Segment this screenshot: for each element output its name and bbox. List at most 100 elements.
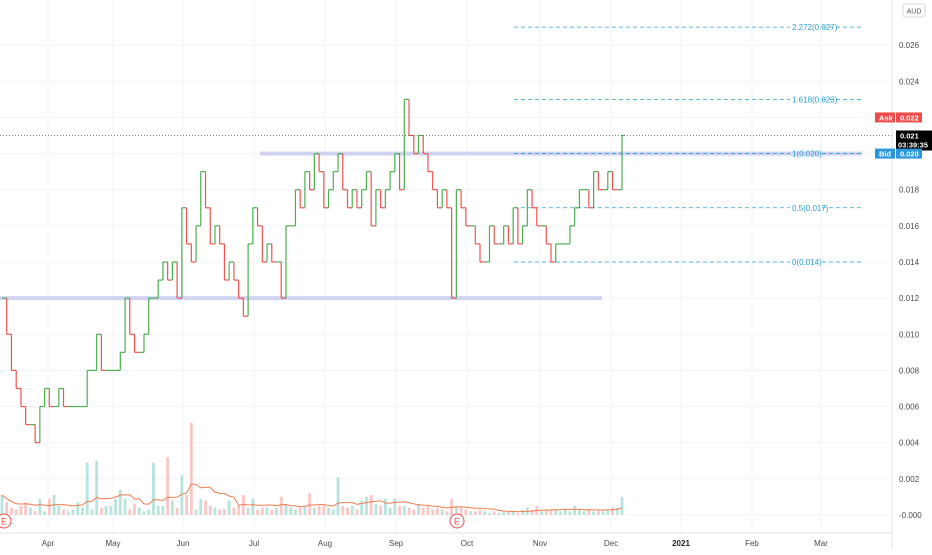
volume-bar	[454, 505, 458, 515]
earnings-marker-circle	[449, 513, 465, 529]
volume-bar	[350, 505, 354, 515]
fib-level-label: 0(0.014)	[792, 258, 822, 267]
volume-bar	[360, 500, 364, 515]
volume-bar	[166, 457, 170, 515]
bid-tag: Bid 0.020	[875, 148, 922, 159]
volume-bar	[38, 498, 42, 515]
volume-bar	[175, 507, 179, 515]
volume-bar	[14, 509, 18, 515]
price-tick-label: 0.014	[899, 258, 920, 267]
volume-bar	[99, 507, 103, 515]
horizontal-zone-line[interactable]	[0, 296, 602, 301]
volume-bar	[312, 507, 316, 515]
volume-bar	[260, 507, 264, 515]
time-axis-label: May	[105, 539, 120, 548]
currency-box[interactable]: AUD	[902, 3, 926, 18]
volume-bar	[445, 511, 449, 515]
volume-bar	[488, 513, 491, 515]
volume-bar	[199, 498, 203, 515]
time-axis-label: Feb	[745, 539, 759, 548]
volume-bar	[606, 509, 610, 515]
volume-bar	[104, 505, 108, 515]
volume-bar	[549, 509, 553, 515]
volume-bar	[577, 509, 581, 515]
volume-bar	[365, 496, 368, 515]
volume-bar	[483, 511, 487, 515]
volume-bar	[478, 509, 482, 515]
volume-bar	[71, 509, 75, 515]
volume-bar	[431, 509, 435, 515]
volume-bar	[147, 509, 151, 515]
last-price-tag: 0.021 03:39:35	[896, 130, 932, 151]
volume-bar	[76, 502, 80, 515]
volume-bar	[383, 498, 387, 515]
earnings-marker[interactable]: E	[449, 513, 465, 529]
volume-bar	[544, 509, 548, 515]
volume-bar	[62, 509, 65, 515]
ask-tag-label: Ask	[879, 113, 894, 122]
volume-bar	[341, 505, 345, 515]
volume-bar	[118, 489, 122, 515]
volume-bar	[402, 505, 406, 515]
volume-bar	[417, 504, 420, 515]
volume-bar	[573, 505, 577, 515]
volume-bar	[43, 511, 47, 515]
fib-level-label: 0.5(0.017)	[792, 204, 829, 213]
currency-label: AUD	[907, 9, 922, 16]
earnings-marker[interactable]: E	[0, 513, 12, 529]
price-axis[interactable]	[891, 0, 932, 550]
volume-bar	[246, 507, 250, 515]
ask-tag: Ask 0.022	[875, 112, 922, 123]
volume-bar	[109, 505, 113, 515]
ask-tag-value: 0.022	[900, 113, 919, 122]
volume-bar	[232, 507, 236, 515]
volume-bar	[57, 505, 61, 515]
volume-bar	[559, 511, 562, 515]
horizontal-zone-line[interactable]	[260, 151, 862, 156]
grid-lines	[0, 0, 892, 533]
volume-bar	[388, 507, 392, 515]
volume-bar	[421, 507, 425, 515]
support-lines[interactable]	[0, 151, 862, 301]
volume-bar	[308, 493, 312, 515]
time-axis-label: Aug	[318, 539, 332, 548]
volume-bar	[284, 504, 288, 515]
volume-bar	[227, 500, 231, 515]
fibonacci-extension[interactable]: 2.272(0.027) 1.618(0.023) 1(0.020) 0.5(0.01…	[514, 23, 862, 267]
time-axis-label: Apr	[42, 539, 55, 548]
volume-bar	[28, 507, 32, 515]
bid-tag-value: 0.020	[900, 150, 919, 159]
time-axis-label: Mar	[814, 539, 828, 548]
volume-bar	[379, 505, 383, 515]
volume-bar	[369, 495, 373, 515]
volume-bar	[516, 513, 520, 515]
volume-bar	[128, 509, 132, 515]
volume-bar	[156, 505, 160, 515]
time-axis-label: Dec	[604, 539, 618, 548]
last-price-value: 0.021	[900, 132, 919, 141]
earnings-marker-circle	[0, 513, 12, 529]
volume-bar	[596, 509, 600, 515]
volume-bar	[374, 504, 378, 515]
volume-bar	[497, 513, 501, 515]
volume-bar	[459, 507, 463, 515]
volume-bar	[540, 511, 543, 515]
volume-bar	[213, 507, 217, 515]
fib-level-label: 1(0.020)	[792, 150, 822, 159]
price-tick-label: 0.016	[899, 222, 920, 231]
volume-bar	[289, 507, 293, 515]
volume-bar	[66, 511, 70, 515]
bar-countdown: 03:39:35	[898, 141, 928, 150]
volume-bar	[464, 509, 468, 515]
price-tick-label: 0.018	[899, 186, 920, 195]
volume-bar	[582, 511, 586, 515]
volume-bar	[95, 460, 99, 515]
volume-bar	[492, 511, 496, 515]
price-tick-label: 0.004	[899, 439, 920, 448]
volume-bar	[601, 511, 605, 515]
volume-bar	[47, 498, 51, 515]
volume-bar	[393, 498, 397, 515]
